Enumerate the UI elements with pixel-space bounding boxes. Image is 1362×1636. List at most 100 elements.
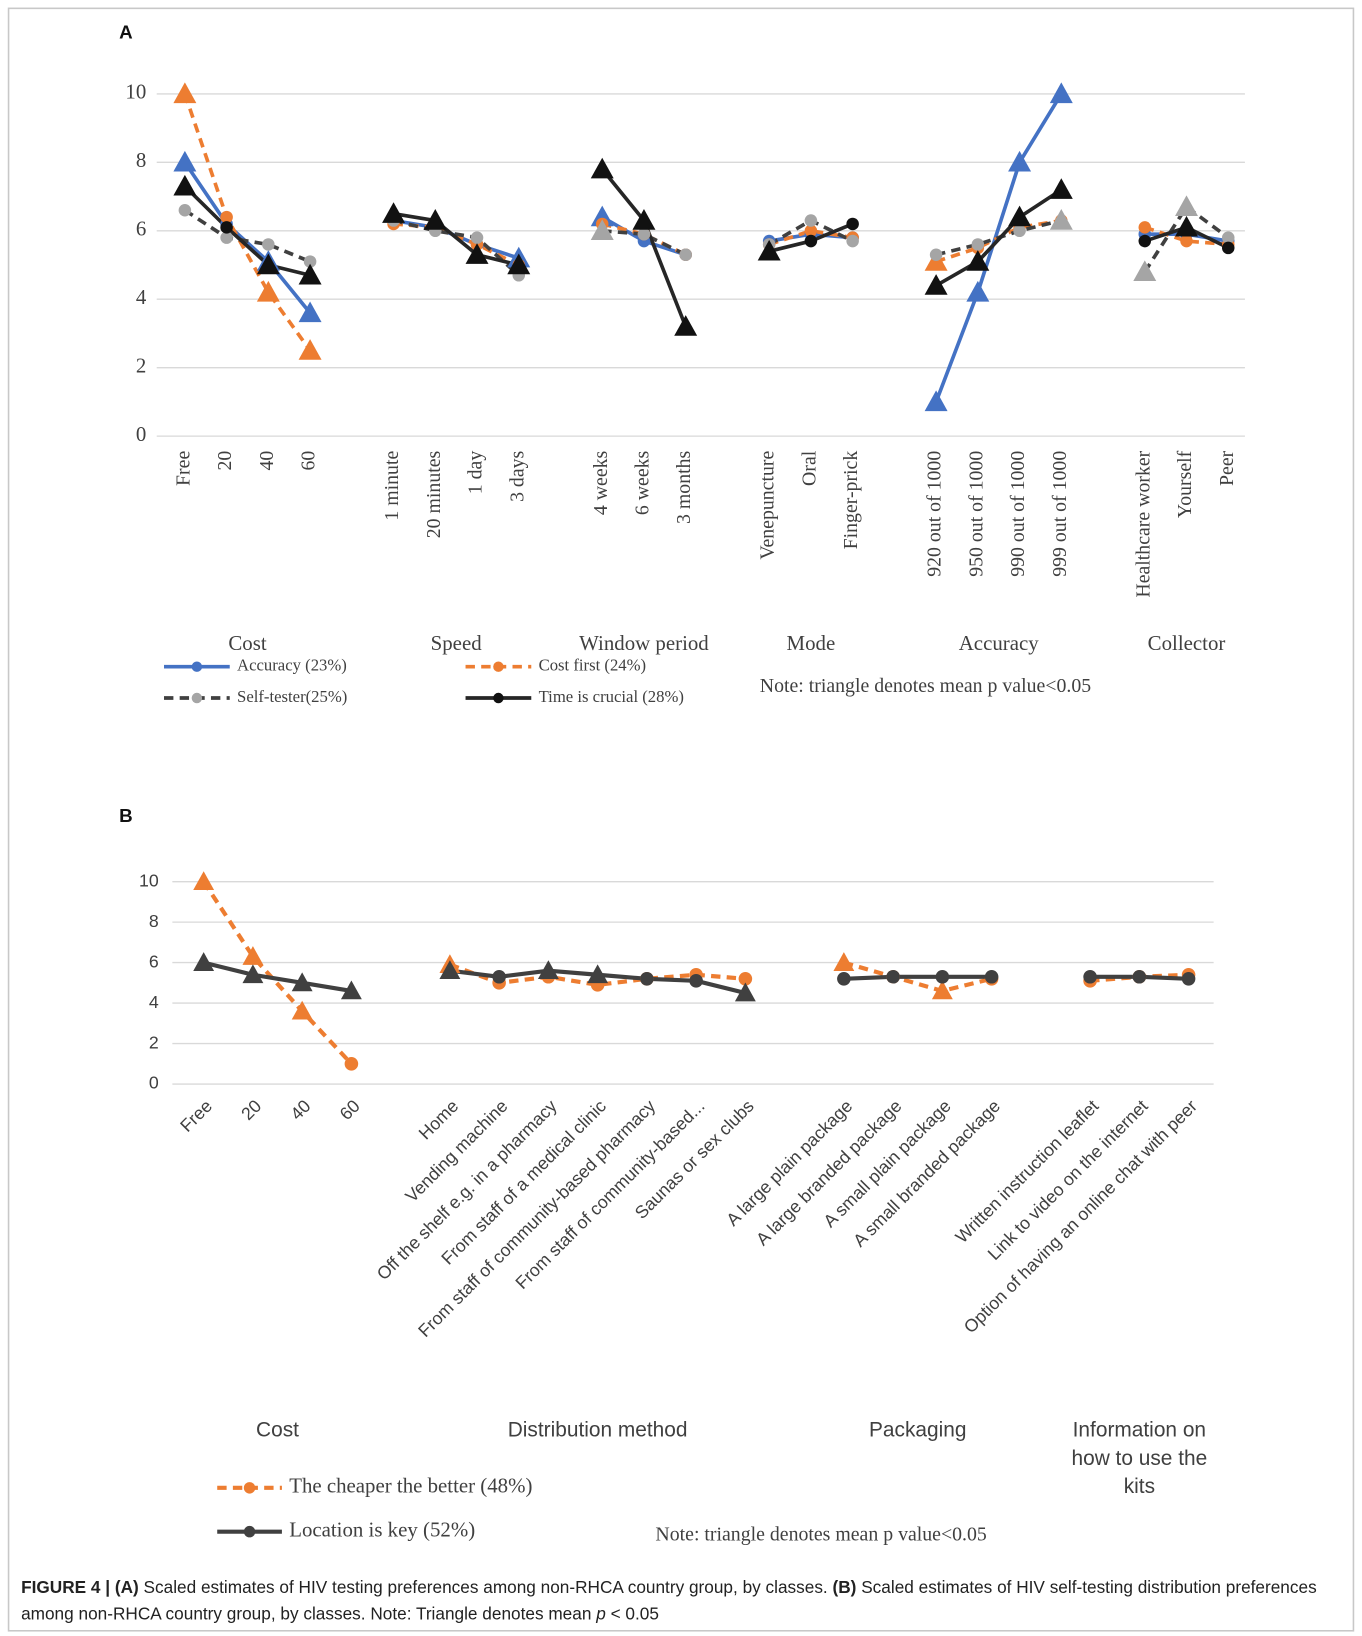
marker <box>291 972 313 992</box>
marker <box>590 205 614 227</box>
legend-label: Cost first (24%) <box>539 656 647 675</box>
marker <box>1221 241 1235 255</box>
x-tick-label: 920 out of 1000 <box>924 451 946 577</box>
group-label-box: Cost <box>228 632 266 655</box>
marker <box>298 301 322 323</box>
x-tick-label: 6 weeks <box>632 451 654 515</box>
x-tick-label: Venepuncture <box>757 451 779 560</box>
y-tick-label: 2 <box>136 353 146 377</box>
marker <box>173 82 197 104</box>
caption-label: FIGURE 4 | (A) <box>21 1578 139 1598</box>
marker <box>757 239 781 261</box>
marker <box>423 209 447 230</box>
marker <box>587 964 609 984</box>
marker <box>256 253 280 275</box>
series-line <box>183 205 1230 277</box>
y-tick-label: 8 <box>149 911 159 931</box>
marker <box>689 974 703 988</box>
group-label-box: Collector <box>1147 632 1226 656</box>
marker <box>1181 972 1196 986</box>
marker <box>220 210 233 224</box>
marker <box>256 280 280 302</box>
marker <box>242 946 264 965</box>
group-label-box: Packaging <box>869 1419 966 1442</box>
panel-label: A <box>119 21 133 42</box>
y-tick-label: 0 <box>149 1073 159 1093</box>
marker <box>1049 209 1073 230</box>
group-label: Mode <box>786 632 836 656</box>
legend-label: The cheaper the better (48%) <box>289 1474 532 1498</box>
marker <box>344 1057 359 1071</box>
marker <box>220 231 233 244</box>
marker <box>220 221 233 234</box>
marker <box>1175 215 1198 237</box>
frame <box>7 7 1355 1632</box>
x-tick-label: 999 out of 1000 <box>1049 451 1071 577</box>
x-tick-label: 60 <box>336 1096 364 1124</box>
marker <box>804 214 818 227</box>
marker <box>1049 178 1073 199</box>
marker <box>291 1000 313 1020</box>
marker <box>1083 969 1097 984</box>
marker <box>637 227 651 241</box>
marker <box>298 339 322 360</box>
series-line <box>183 93 1229 352</box>
marker <box>674 315 698 336</box>
legend-marker <box>191 692 203 704</box>
legend-marker <box>493 692 504 704</box>
note: Note: triangle denotes mean p value<0.05 <box>655 1523 986 1545</box>
caption-text: < 0.05 <box>605 1604 659 1624</box>
marker <box>1008 150 1032 172</box>
x-tick-label: 3 months <box>673 451 695 524</box>
legend-label: Accuracy (23%) <box>237 656 347 675</box>
marker <box>1013 224 1026 238</box>
group-label-box: Information on how to use the kits <box>1071 1418 1208 1499</box>
marker <box>966 280 990 302</box>
marker <box>242 964 264 984</box>
group-label: Collector <box>1147 632 1226 656</box>
y-tick-label: 4 <box>136 285 147 309</box>
y-tick-label: 6 <box>136 217 146 241</box>
marker <box>886 969 900 984</box>
group-label-box: Cost <box>256 1419 299 1442</box>
legend-label: Self-tester(25%) <box>237 687 347 706</box>
x-tick-label: Oral <box>798 450 820 486</box>
marker <box>1133 260 1157 282</box>
group-label: Window period <box>579 632 709 656</box>
marker <box>340 980 362 1000</box>
marker <box>1132 969 1147 984</box>
group-label-box: Distribution method <box>507 1418 688 1442</box>
x-tick-label: Peer <box>1216 450 1238 486</box>
marker <box>1008 205 1032 227</box>
marker <box>846 217 859 231</box>
marker <box>1180 234 1193 248</box>
group-label: Distribution method <box>507 1418 688 1442</box>
group-label: Accuracy <box>958 632 1039 656</box>
x-tick-label: Free <box>172 451 194 486</box>
marker <box>590 157 614 179</box>
marker <box>193 871 215 890</box>
series-line <box>201 880 1189 1066</box>
marker <box>929 248 943 262</box>
group-label-box: Window period <box>579 632 709 656</box>
x-tick-label: 3 days <box>506 451 528 502</box>
marker <box>804 234 818 248</box>
marker <box>679 248 692 262</box>
series-line <box>183 92 1229 403</box>
caption-text: Scaled estimates of HIV testing preferen… <box>138 1578 833 1598</box>
x-tick-label: 20 <box>237 1096 265 1124</box>
marker <box>734 982 756 1002</box>
group-label: Information on how to use the kits <box>1071 1418 1208 1499</box>
marker <box>590 219 614 240</box>
marker <box>303 255 317 268</box>
marker <box>193 952 215 971</box>
marker <box>935 969 950 984</box>
x-tick-label: Yourself <box>1174 450 1196 518</box>
x-tick-label: 20 minutes <box>423 451 445 539</box>
group-label-box: Accuracy <box>958 632 1039 656</box>
y-tick-label: 6 <box>149 951 159 971</box>
x-tick-label: 1 day <box>465 451 487 495</box>
legend-marker <box>243 1525 256 1538</box>
marker <box>537 960 559 980</box>
marker <box>492 969 506 984</box>
